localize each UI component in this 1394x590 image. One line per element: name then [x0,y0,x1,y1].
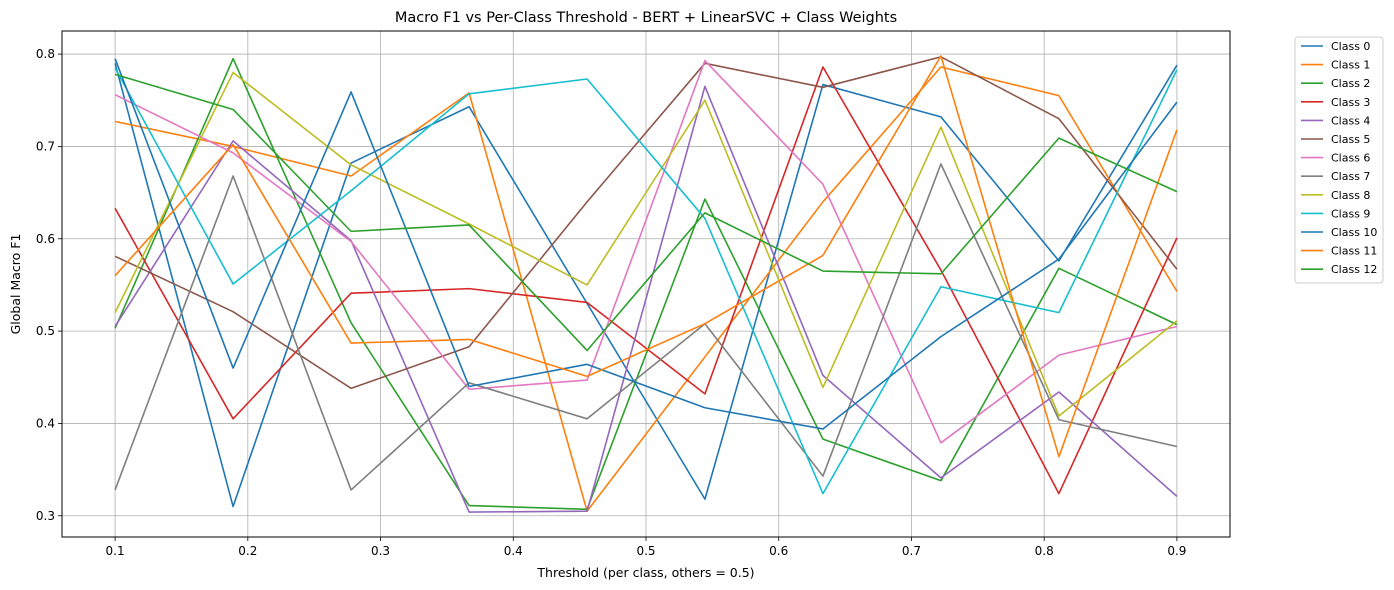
x-tick-label: 0.3 [371,544,390,558]
x-tick-label: 0.4 [504,544,523,558]
y-tick-label: 0.7 [36,139,55,153]
series-line-class-1 [114,66,1178,512]
legend-label-class-0: Class 0 [1331,40,1370,53]
y-tick-label: 0.5 [36,324,55,338]
y-axis-ticks: 0.3 0.4 0.5 0.6 0.7 0.8 [36,47,62,523]
legend-frame [1294,36,1384,284]
legend-label-class-6: Class 6 [1331,152,1370,165]
x-tick-label: 0.9 [1167,544,1186,558]
legend-label-class-10: Class 10 [1331,226,1377,239]
y-tick-label: 0.6 [36,232,55,246]
series-lines [114,55,1178,513]
x-tick-label: 0.5 [636,544,655,558]
series-line-class-5 [114,56,1178,390]
series-line-class-9 [114,67,1178,495]
legend-label-class-9: Class 9 [1331,207,1370,220]
series-line-class-7 [114,163,1178,491]
y-tick-label: 0.4 [36,416,55,430]
chart-title: Macro F1 vs Per-Class Threshold - BERT +… [395,10,897,26]
x-tick-label: 0.1 [106,544,125,558]
series-line-class-12 [114,73,1178,352]
legend: Class 0 Class 1 Class 2 Class 3 Class 4 Class… [1294,36,1384,284]
x-axis-label: Threshold (per class, others = 0.5) [536,565,754,580]
legend-label-class-2: Class 2 [1331,77,1370,90]
x-tick-label: 0.2 [238,544,257,558]
x-tick-label: 0.7 [902,544,921,558]
legend-label-class-8: Class 8 [1331,189,1370,202]
legend-label-class-12: Class 12 [1331,263,1377,276]
legend-label-class-7: Class 7 [1331,170,1370,183]
y-tick-label: 0.8 [36,47,55,61]
series-line-class-4 [114,85,1178,513]
series-line-class-6 [114,59,1178,444]
series-line-class-3 [114,66,1178,495]
series-line-class-11 [114,55,1178,458]
x-axis-ticks: 0.1 0.2 0.3 0.4 0.5 0.6 0.7 0.8 0.9 [106,537,1186,558]
legend-label-class-4: Class 4 [1331,114,1370,127]
series-line-class-10 [114,58,1178,430]
y-axis-label: Global Macro F1 [8,234,23,335]
legend-label-class-1: Class 1 [1331,59,1370,72]
series-line-class-8 [114,71,1178,417]
x-tick-label: 0.6 [769,544,788,558]
grid [62,31,1230,537]
legend-label-class-3: Class 3 [1331,96,1370,109]
x-tick-label: 0.8 [1035,544,1054,558]
y-tick-label: 0.3 [36,509,55,523]
legend-label-class-11: Class 11 [1331,245,1377,258]
legend-label-class-5: Class 5 [1331,133,1370,146]
